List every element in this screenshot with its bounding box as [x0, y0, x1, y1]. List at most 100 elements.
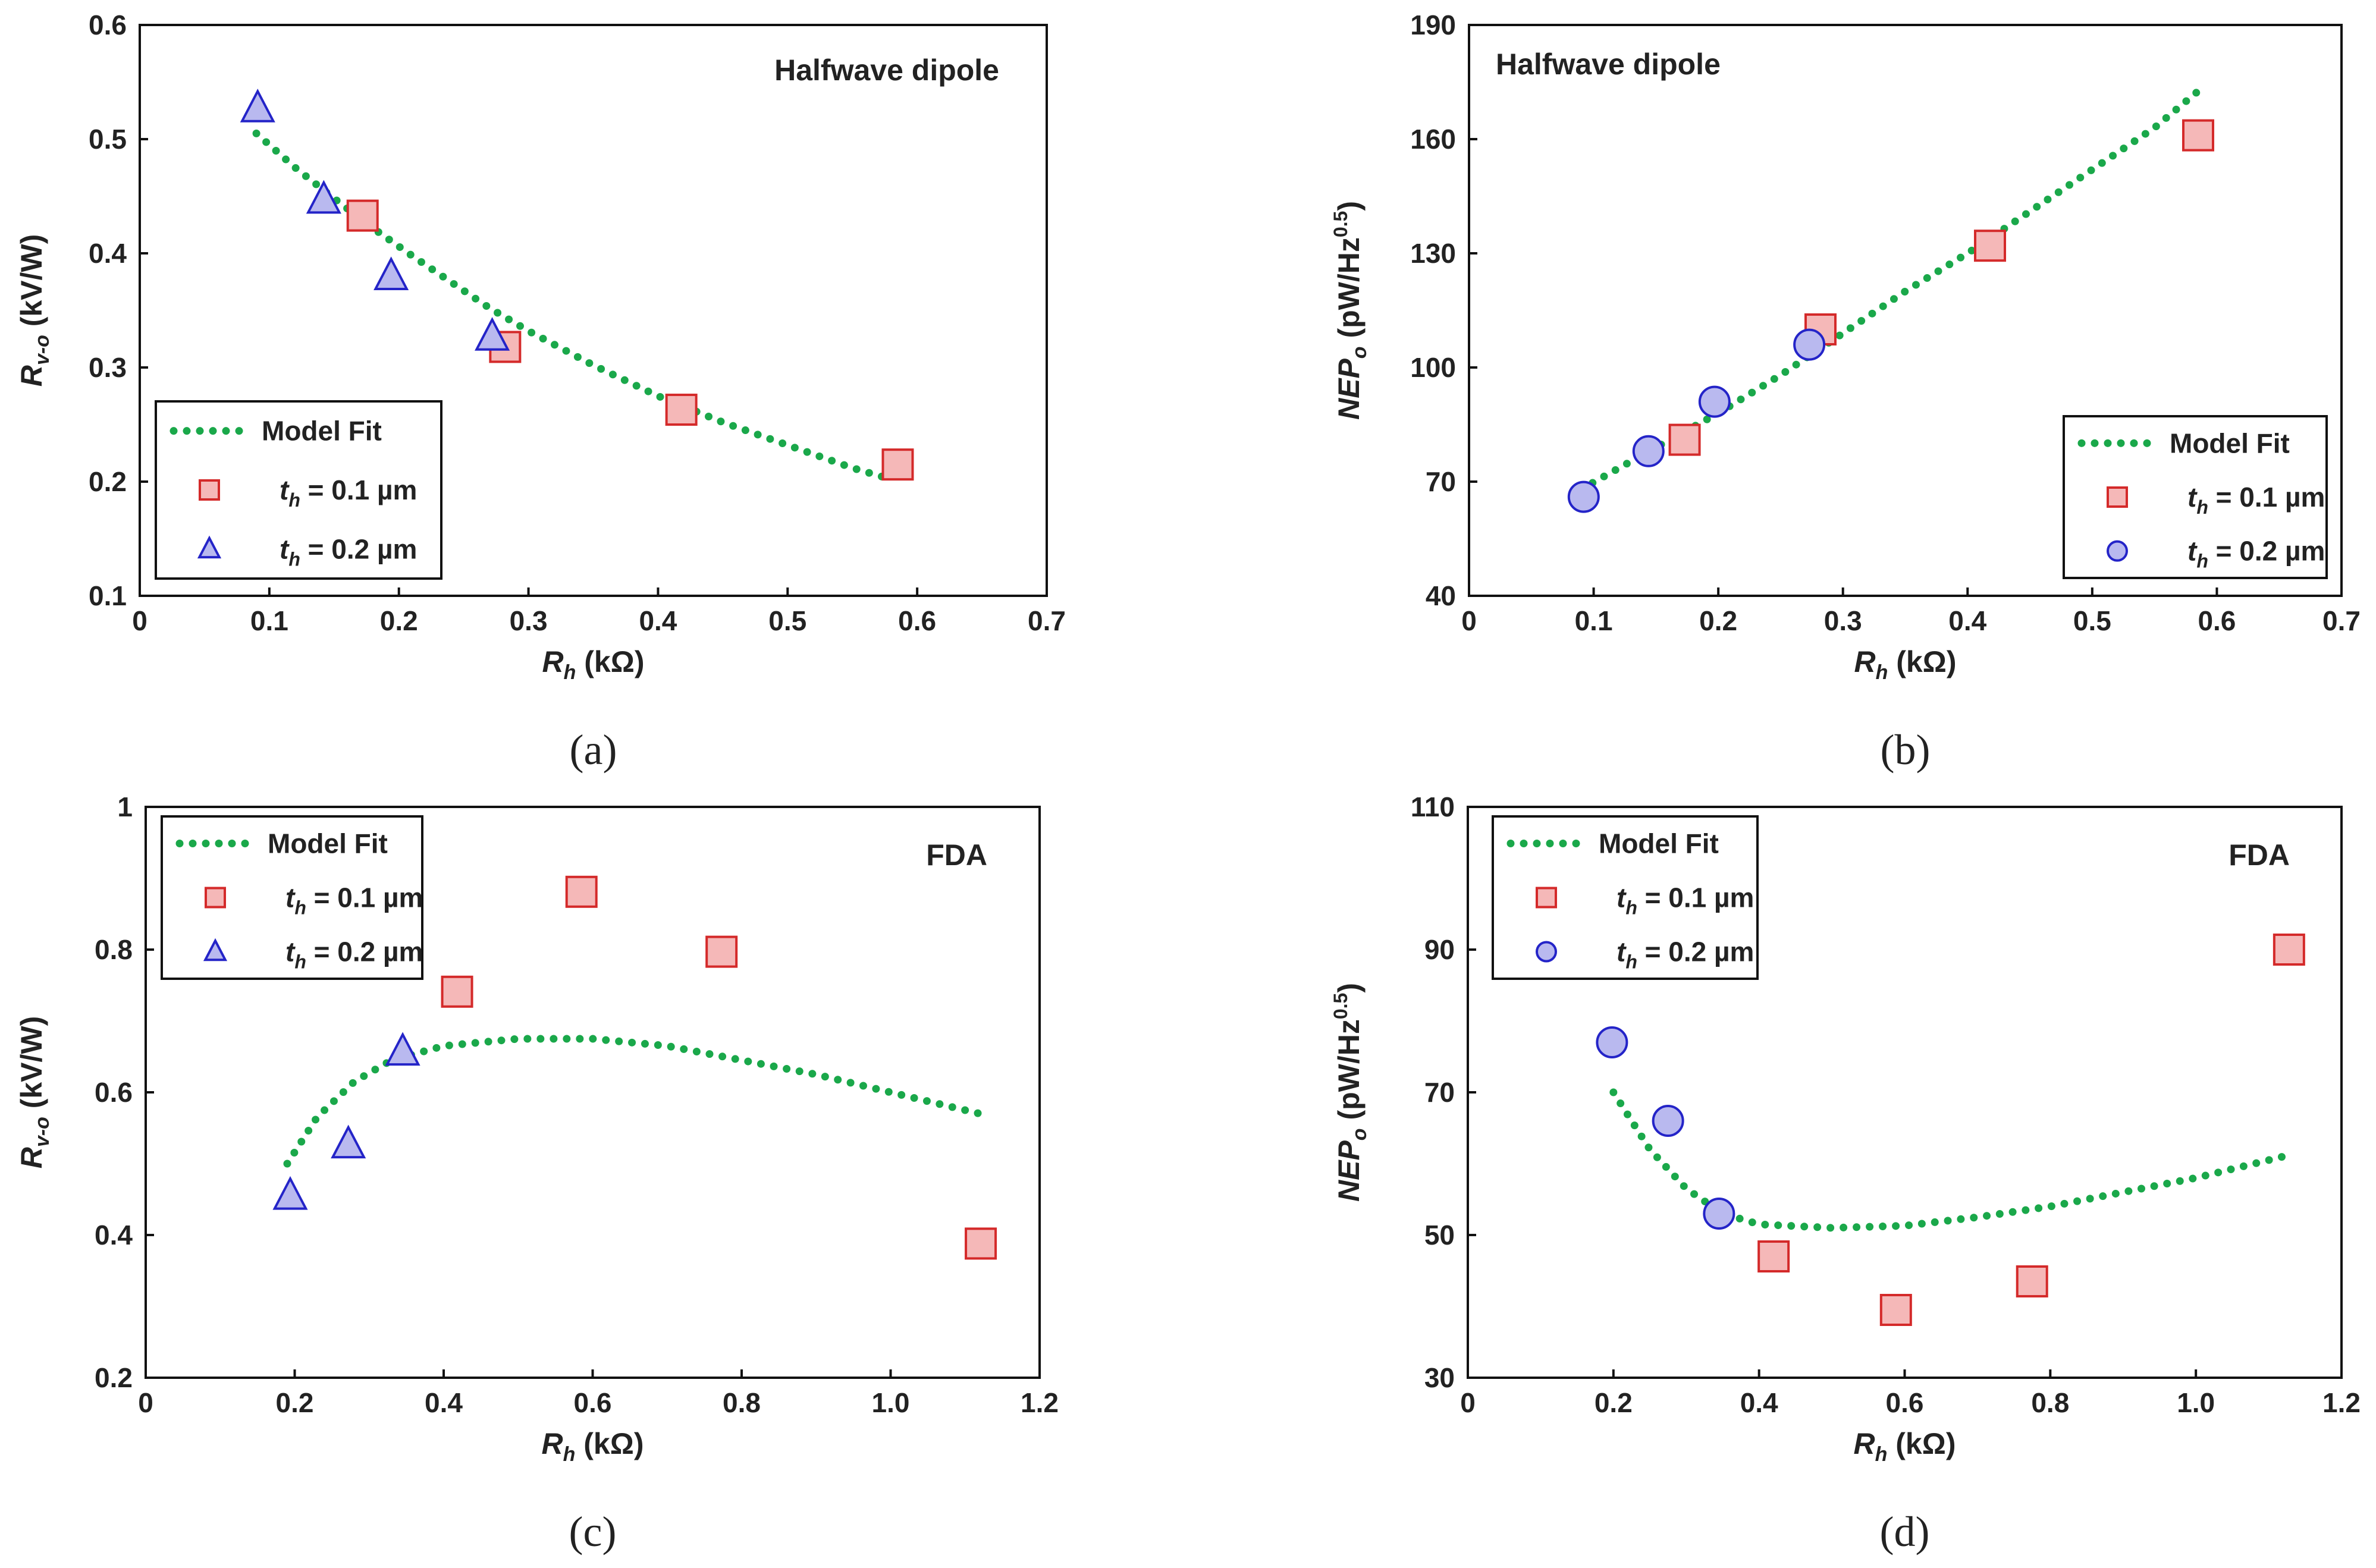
axis-label-unit: (pW/Hz — [1332, 1019, 1366, 1128]
legend-label-subscript: h — [288, 489, 300, 511]
legend-label: th = 0.1 µm — [280, 475, 417, 511]
axis-label-subscript: v-o — [31, 335, 54, 365]
x-tick-label: 0.1 — [250, 605, 288, 636]
legend-label-subscript: h — [1625, 951, 1637, 973]
data-point-circle — [1632, 435, 1665, 467]
data-point-square — [2016, 1265, 2048, 1297]
y-tick-label: 0.5 — [89, 124, 127, 155]
chart-panel-d: 0 0.2 0.4 0.6 0.8 1.0 1.2 30 50 70 90 110 Rh (kΩ) NEP… — [1330, 791, 2361, 1556]
axis-label-unit-close: ) — [1332, 983, 1366, 993]
axis-label-subscript: v-o — [31, 1117, 54, 1147]
legend-label: Model Fit — [262, 416, 382, 447]
series-circle — [1567, 328, 1826, 513]
legend-label: Model Fit — [1599, 828, 1719, 859]
y-tick-label: 40 — [1426, 580, 1456, 611]
data-point-square — [881, 448, 914, 481]
legend-label: th = 0.1 µm — [2187, 482, 2325, 518]
y-tick-label: 130 — [1410, 238, 1456, 269]
data-point-circle — [1596, 1026, 1628, 1058]
data-point-circle — [1652, 1105, 1684, 1137]
panel-caption: (a) — [570, 726, 617, 774]
axis-label-subscript: o — [1348, 1128, 1371, 1140]
axis-label-main: R — [542, 1427, 563, 1460]
chart-panel-a: 0 0.1 0.2 0.3 0.4 0.5 0.6 0.70.10.20.30.40.50.6… — [15, 10, 1066, 774]
legend-label-subscript: h — [2196, 497, 2208, 518]
axis-label-unit-close: ) — [1332, 201, 1366, 211]
legend-label: th = 0.2 µm — [285, 937, 423, 973]
series-triangle — [272, 1032, 420, 1210]
series-fit — [283, 1035, 984, 1168]
legend-label-var: t — [2187, 482, 2198, 513]
y-tick-label: 0.6 — [89, 10, 127, 40]
y-tick-label: 110 — [1411, 791, 1455, 822]
legend: Model Fit th = 0.1 µm th = 0.2 µm — [1492, 815, 1759, 980]
panel-caption: (d) — [1880, 1508, 1930, 1556]
legend-label: Model Fit — [268, 828, 388, 859]
legend-label: th = 0.2 µm — [280, 533, 417, 570]
series-fit — [1609, 1088, 2287, 1232]
data-point-triangle — [373, 256, 409, 290]
axis-label-unit: (kΩ) — [576, 645, 644, 678]
legend-label-value: = 0.2 µm — [1637, 937, 1754, 967]
chart-panel-b: 0 0.1 0.2 0.3 0.4 0.5 0.6 0.7 40 70 100 130 160 190 Rh… — [1330, 10, 2361, 774]
legend-marker-square — [205, 887, 226, 909]
series-fit — [252, 129, 896, 483]
model-fit-line — [283, 1035, 984, 1168]
x-tick-label: 1.0 — [872, 1387, 910, 1418]
axis-label-subscript: o — [1348, 346, 1371, 359]
data-point-triangle — [385, 1032, 420, 1066]
data-point-circle — [1793, 328, 1826, 361]
model-fit-line — [252, 129, 896, 483]
legend-marker-square — [1536, 887, 1557, 909]
legend-label: Model Fit — [2170, 428, 2290, 458]
axis-label-unit: (kΩ) — [1888, 645, 1956, 678]
y-tick-label: 0.2 — [89, 466, 127, 497]
axis-label-subscript: h — [1876, 661, 1888, 684]
legend-label-var: t — [280, 533, 290, 564]
x-tick-label: 0.3 — [1824, 605, 1862, 636]
data-point-triangle — [240, 89, 275, 122]
series-square — [1668, 119, 2214, 456]
data-point-square — [1974, 230, 2007, 262]
legend-label-subscript: h — [2196, 551, 2208, 572]
y-tick-label: 70 — [1426, 466, 1456, 497]
x-axis-label: Rh (kΩ) — [542, 645, 645, 684]
legend-marker-circle — [1536, 941, 1557, 963]
data-point-square — [346, 199, 379, 232]
data-point-square — [665, 394, 698, 426]
axis-label-main: NEP — [1332, 359, 1366, 420]
axis-label-main: R — [542, 645, 564, 678]
x-tick-label: 0.2 — [1699, 605, 1737, 636]
y-tick-label: 0.3 — [89, 352, 127, 383]
axis-label-main: R — [15, 365, 48, 386]
x-tick-label: 0.5 — [768, 605, 806, 636]
legend-label-value: = 0.1 µm — [2208, 482, 2325, 513]
axis-label-subscript: h — [1875, 1443, 1888, 1466]
x-axis-label: Rh (kΩ) — [1854, 1427, 1956, 1466]
y-tick-label: 70 — [1424, 1077, 1455, 1108]
data-point-square — [1668, 423, 1701, 456]
data-point-circle — [1698, 385, 1731, 418]
x-tick-label: 0 — [1460, 1387, 1476, 1418]
y-tick-label: 30 — [1424, 1362, 1455, 1393]
x-tick-label: 0.2 — [380, 605, 418, 636]
legend-label-subscript: h — [294, 951, 306, 973]
legend-label: th = 0.1 µm — [1617, 882, 1754, 919]
series-square — [441, 875, 997, 1260]
y-axis-label: Rv-o (kV/W) — [15, 234, 54, 387]
plot-frame — [139, 24, 1048, 597]
legend-marker-circle — [2107, 540, 2128, 562]
data-point-triangle — [475, 317, 510, 351]
x-tick-label: 0.6 — [1886, 1387, 1924, 1418]
x-tick-label: 0.1 — [1575, 605, 1613, 636]
axis-label-unit: (kΩ) — [1887, 1427, 1956, 1460]
panel-title: Halfwave dipole — [774, 54, 999, 87]
x-tick-label: 0 — [1461, 605, 1477, 636]
legend-marker-square — [199, 479, 220, 501]
x-tick-label: 0.6 — [898, 605, 936, 636]
data-point-triangle — [331, 1124, 366, 1159]
legend-label: th = 0.2 µm — [1617, 937, 1754, 973]
x-tick-label: 0 — [132, 605, 147, 636]
